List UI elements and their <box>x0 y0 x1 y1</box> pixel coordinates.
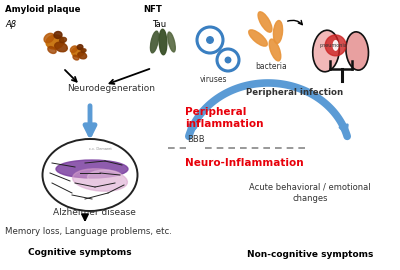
Ellipse shape <box>159 29 167 55</box>
Ellipse shape <box>78 52 87 59</box>
Text: c.c. Demaret: c.c. Demaret <box>88 147 112 151</box>
Ellipse shape <box>333 40 338 50</box>
Text: Tau: Tau <box>152 20 166 29</box>
Text: BBB: BBB <box>187 135 205 144</box>
Text: Cognitive symptoms: Cognitive symptoms <box>28 248 132 257</box>
Text: Peripheral
inflammation: Peripheral inflammation <box>185 107 264 129</box>
Ellipse shape <box>60 38 66 43</box>
Ellipse shape <box>54 32 62 39</box>
Ellipse shape <box>72 169 128 191</box>
Ellipse shape <box>274 21 282 43</box>
Ellipse shape <box>73 55 79 60</box>
Text: pneumonia: pneumonia <box>320 43 348 48</box>
Text: NFT: NFT <box>143 5 162 14</box>
Ellipse shape <box>88 170 122 184</box>
Ellipse shape <box>55 42 67 52</box>
Ellipse shape <box>346 32 368 70</box>
Circle shape <box>325 35 346 56</box>
Text: bacteria: bacteria <box>255 62 287 71</box>
Ellipse shape <box>249 30 267 46</box>
Ellipse shape <box>313 30 339 72</box>
Text: Neuro-Inflammation: Neuro-Inflammation <box>185 158 304 168</box>
Text: Non-cognitive symptoms: Non-cognitive symptoms <box>247 250 373 259</box>
Text: Acute behavioral / emotional
changes: Acute behavioral / emotional changes <box>249 183 371 203</box>
Text: Memory loss, Language problems, etc.: Memory loss, Language problems, etc. <box>5 227 172 236</box>
Text: Amyloid plaque: Amyloid plaque <box>5 5 80 14</box>
Ellipse shape <box>150 31 158 53</box>
Ellipse shape <box>258 12 272 32</box>
Circle shape <box>207 37 213 43</box>
Ellipse shape <box>72 47 84 57</box>
Text: viruses: viruses <box>200 75 228 84</box>
Ellipse shape <box>42 139 138 211</box>
Ellipse shape <box>168 32 175 52</box>
Ellipse shape <box>48 46 56 53</box>
Text: Neurodegeneration: Neurodegeneration <box>67 84 155 93</box>
Ellipse shape <box>77 45 83 50</box>
Text: Aβ: Aβ <box>5 20 16 29</box>
Text: Peripheral infection: Peripheral infection <box>246 88 344 97</box>
Ellipse shape <box>269 39 281 61</box>
Circle shape <box>225 57 231 63</box>
Ellipse shape <box>70 46 77 52</box>
Text: Alzheimer disease: Alzheimer disease <box>53 208 136 217</box>
Ellipse shape <box>44 33 54 43</box>
Ellipse shape <box>56 160 128 178</box>
Ellipse shape <box>46 35 64 49</box>
Ellipse shape <box>81 49 86 52</box>
